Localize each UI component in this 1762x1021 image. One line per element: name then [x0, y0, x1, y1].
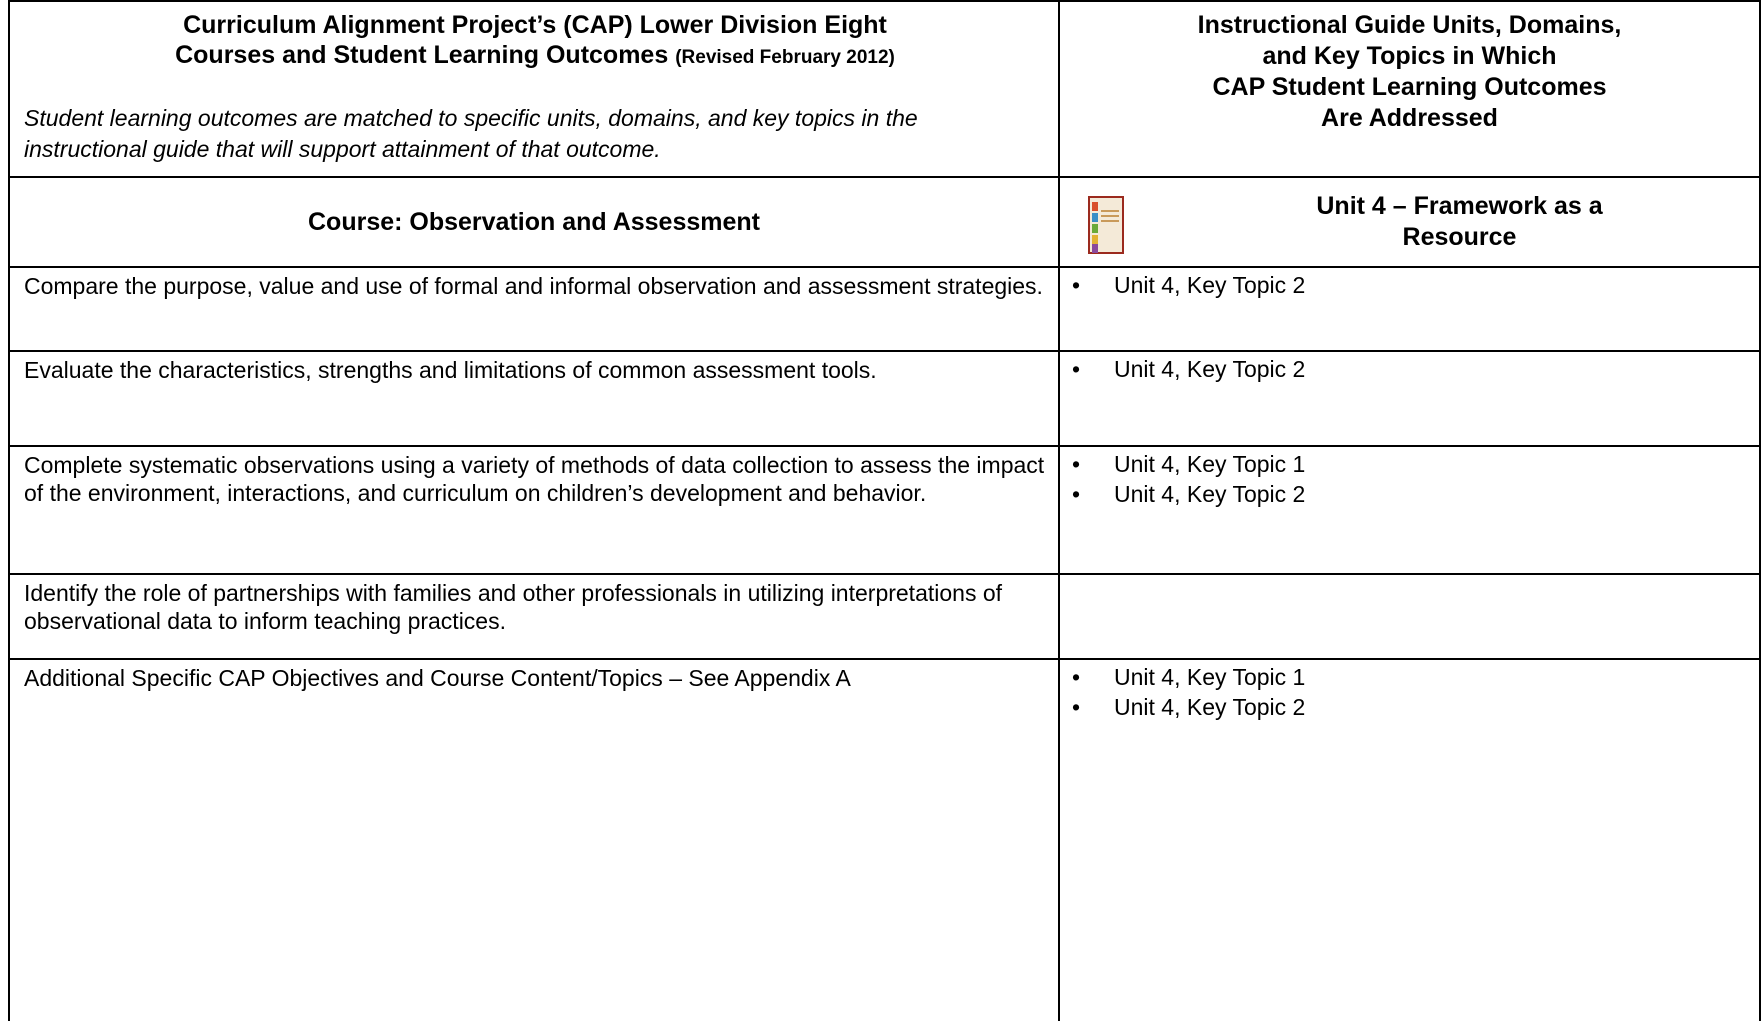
- course-title: Course: Observation and Assessment: [8, 176, 1060, 268]
- outcome: Evaluate the characteristics, strengths …: [8, 350, 1060, 447]
- header-right-line: Are Addressed: [1321, 104, 1498, 132]
- topic: Unit 4, Key Topic 2: [1060, 479, 1759, 509]
- outcome: Identify the role of partnerships with f…: [8, 573, 1060, 660]
- topic-list: Unit 4, Key Topic 1Unit 4, Key Topic 2: [1060, 447, 1759, 509]
- topic: Unit 4, Key Topic 2: [1060, 354, 1759, 384]
- header-left-cell: Curriculum Alignment Project’s (CAP) Low…: [8, 0, 1060, 178]
- header-title: Curriculum Alignment Project’s (CAP) Low…: [24, 10, 1046, 73]
- topics-cell: Unit 4, Key Topic 1Unit 4, Key Topic 2: [1058, 658, 1761, 1021]
- book-icon: [1088, 196, 1124, 254]
- unit-title-line: Unit 4 – Framework as a: [1316, 192, 1603, 220]
- unit-title-line: Resource: [1402, 223, 1517, 251]
- outcome-row: Identify the role of partnerships with f…: [8, 573, 1761, 660]
- title-line: Courses and Student Learning Outcomes (R…: [24, 40, 1046, 73]
- topic: Unit 4, Key Topic 2: [1060, 692, 1759, 722]
- outcome: Complete systematic observations using a…: [8, 445, 1060, 575]
- header-right-line: CAP Student Learning Outcomes: [1212, 73, 1607, 101]
- header-row: Curriculum Alignment Project’s (CAP) Low…: [8, 0, 1761, 178]
- outcome-row: Additional Specific CAP Objectives and C…: [8, 658, 1761, 1021]
- topics-cell: [1058, 573, 1761, 660]
- alignment-table: Curriculum Alignment Project’s (CAP) Low…: [8, 0, 1761, 1021]
- topic: Unit 4, Key Topic 1: [1060, 449, 1759, 479]
- course-row: Course: Observation and Assessment Unit …: [8, 176, 1761, 268]
- outcome-row: Evaluate the characteristics, strengths …: [8, 350, 1761, 447]
- outcome: Compare the purpose, value and use of fo…: [8, 266, 1060, 352]
- outcome-row: Compare the purpose, value and use of fo…: [8, 266, 1761, 352]
- title-text: Courses and Student Learning Outcomes: [175, 41, 669, 69]
- outcome: Additional Specific CAP Objectives and C…: [8, 658, 1060, 1021]
- title-line: Curriculum Alignment Project’s (CAP) Low…: [183, 11, 887, 39]
- course-unit-cell: Unit 4 – Framework as a Resource: [1058, 176, 1761, 268]
- topics-cell: Unit 4, Key Topic 1Unit 4, Key Topic 2: [1058, 445, 1761, 575]
- topic-list: [1060, 575, 1759, 577]
- topic: Unit 4, Key Topic 2: [1060, 270, 1759, 300]
- unit-title: Unit 4 – Framework as a Resource: [1160, 191, 1759, 253]
- header-right-cell: Instructional Guide Units, Domains, and K…: [1058, 0, 1761, 178]
- topic-list: Unit 4, Key Topic 1Unit 4, Key Topic 2: [1060, 660, 1759, 722]
- topic-list: Unit 4, Key Topic 2: [1060, 268, 1759, 300]
- header-right-line: and Key Topics in Which: [1262, 42, 1557, 70]
- topic-list: Unit 4, Key Topic 2: [1060, 352, 1759, 384]
- header-note: Student learning outcomes are matched to…: [24, 105, 918, 162]
- revision: (Revised February 2012): [675, 47, 895, 68]
- topics-cell: Unit 4, Key Topic 2: [1058, 266, 1761, 352]
- outcome-row: Complete systematic observations using a…: [8, 445, 1761, 575]
- topics-cell: Unit 4, Key Topic 2: [1058, 350, 1761, 447]
- header-right-line: Instructional Guide Units, Domains,: [1197, 11, 1622, 39]
- topic: Unit 4, Key Topic 1: [1060, 662, 1759, 692]
